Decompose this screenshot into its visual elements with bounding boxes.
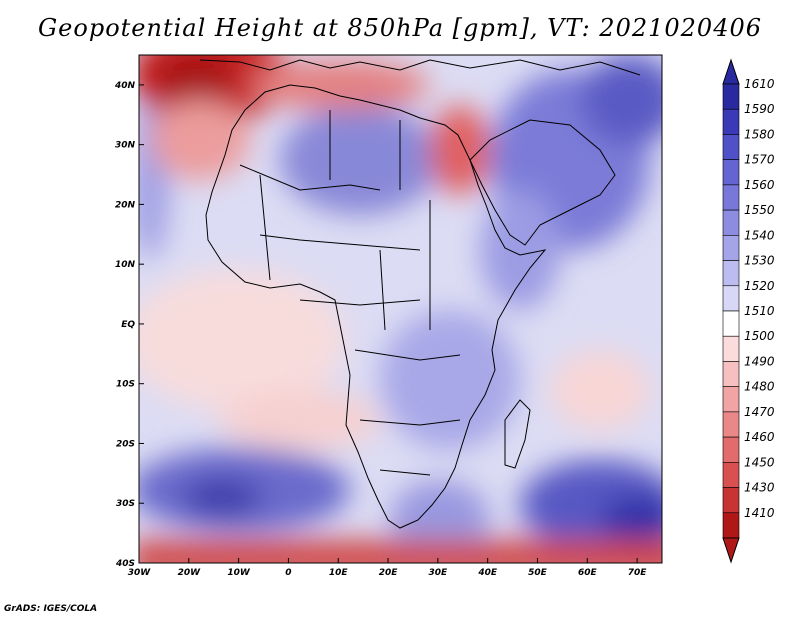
colorbar-swatch	[722, 235, 740, 261]
colorbar-label: 1510	[744, 304, 775, 318]
colorbar-label: 1460	[744, 430, 775, 444]
lat-tick-label: 30N	[115, 141, 136, 151]
lon-tick-label: 30E	[429, 568, 449, 578]
lon-tick-label: 10W	[227, 568, 251, 578]
lat-tick-label: EQ	[121, 320, 135, 330]
lon-tick-label: 60E	[578, 568, 598, 578]
colorbar-swatch	[722, 209, 740, 236]
lon-tick-label: 20E	[379, 568, 399, 578]
lon-tick-label: 0	[285, 568, 291, 578]
colorbar-label: 1520	[744, 279, 775, 293]
colorbar-bottom-arrow	[722, 537, 740, 564]
lon-tick-label: 30W	[128, 568, 152, 578]
longitude-axis: 30W 20W 10W 0 10E 20E 30E 40E 50E 60E 70E	[128, 558, 648, 578]
colorbar: 1610 1590 1580 1570 1560 1550 1540 1530 1520 1510…	[722, 58, 775, 564]
colorbar-label: 1470	[744, 405, 775, 419]
colorbar-swatch	[722, 411, 740, 438]
colorbar-label: 1580	[744, 127, 775, 141]
lon-tick-label: 20W	[178, 568, 202, 578]
colorbar-swatch	[722, 436, 740, 463]
colorbar-swatch	[722, 285, 740, 312]
lat-tick-label: 10S	[116, 380, 135, 390]
map-title: Geopotential Height at 850hPa [gpm], VT:…	[38, 14, 762, 42]
colorbar-label: 1480	[744, 380, 775, 394]
lat-tick-label: 10N	[115, 260, 136, 270]
colorbar-label: 1500	[744, 329, 775, 343]
colorbar-label: 1410	[744, 506, 775, 520]
map-frame	[138, 54, 663, 564]
colorbar-swatch	[722, 487, 740, 514]
colorbar-label: 1450	[744, 455, 775, 469]
colorbar-label: 1490	[744, 354, 775, 368]
colorbar-swatch	[722, 108, 740, 135]
colorbar-swatch	[722, 184, 740, 211]
lat-tick-label: 40N	[114, 81, 136, 91]
coastlines	[199, 59, 641, 529]
colorbar-swatch	[722, 83, 740, 110]
colorbar-swatch	[722, 310, 740, 337]
lon-tick-label: 70E	[628, 568, 648, 578]
colorbar-label: 1590	[744, 102, 775, 116]
colorbar-label: 1430	[744, 481, 775, 495]
lat-tick-label: 40S	[115, 559, 135, 569]
lat-tick-label: 30S	[116, 499, 135, 509]
colorbar-label: 1550	[744, 203, 775, 217]
lat-tick-label: 20S	[116, 439, 135, 449]
colorbar-label: 1560	[744, 178, 775, 192]
lon-tick-label: 40E	[477, 568, 498, 578]
lon-tick-label: 10E	[329, 568, 349, 578]
colorbar-swatch	[722, 335, 740, 362]
colorbar-swatch	[722, 134, 740, 160]
colorbar-swatch	[722, 462, 740, 488]
colorbar-label: 1570	[744, 153, 775, 167]
height-field	[139, 55, 662, 563]
colorbar-swatch	[722, 386, 740, 413]
colorbar-swatch	[722, 159, 740, 186]
footer-credit: GrADS: IGES/COLA	[4, 604, 98, 614]
colorbar-swatch	[722, 260, 740, 287]
colorbar-label: 1530	[744, 254, 775, 268]
colorbar-swatch	[722, 512, 740, 539]
colorbar-top-arrow	[722, 58, 740, 85]
colorbar-label: 1540	[744, 228, 775, 242]
colorbar-swatch	[722, 361, 740, 387]
lon-tick-label: 50E	[528, 568, 548, 578]
lat-tick-label: 20N	[115, 200, 136, 210]
latitude-axis: 40N 30N 20N 10N EQ 10S 20S 30S 40S	[114, 81, 144, 569]
colorbar-label: 1610	[744, 77, 775, 91]
